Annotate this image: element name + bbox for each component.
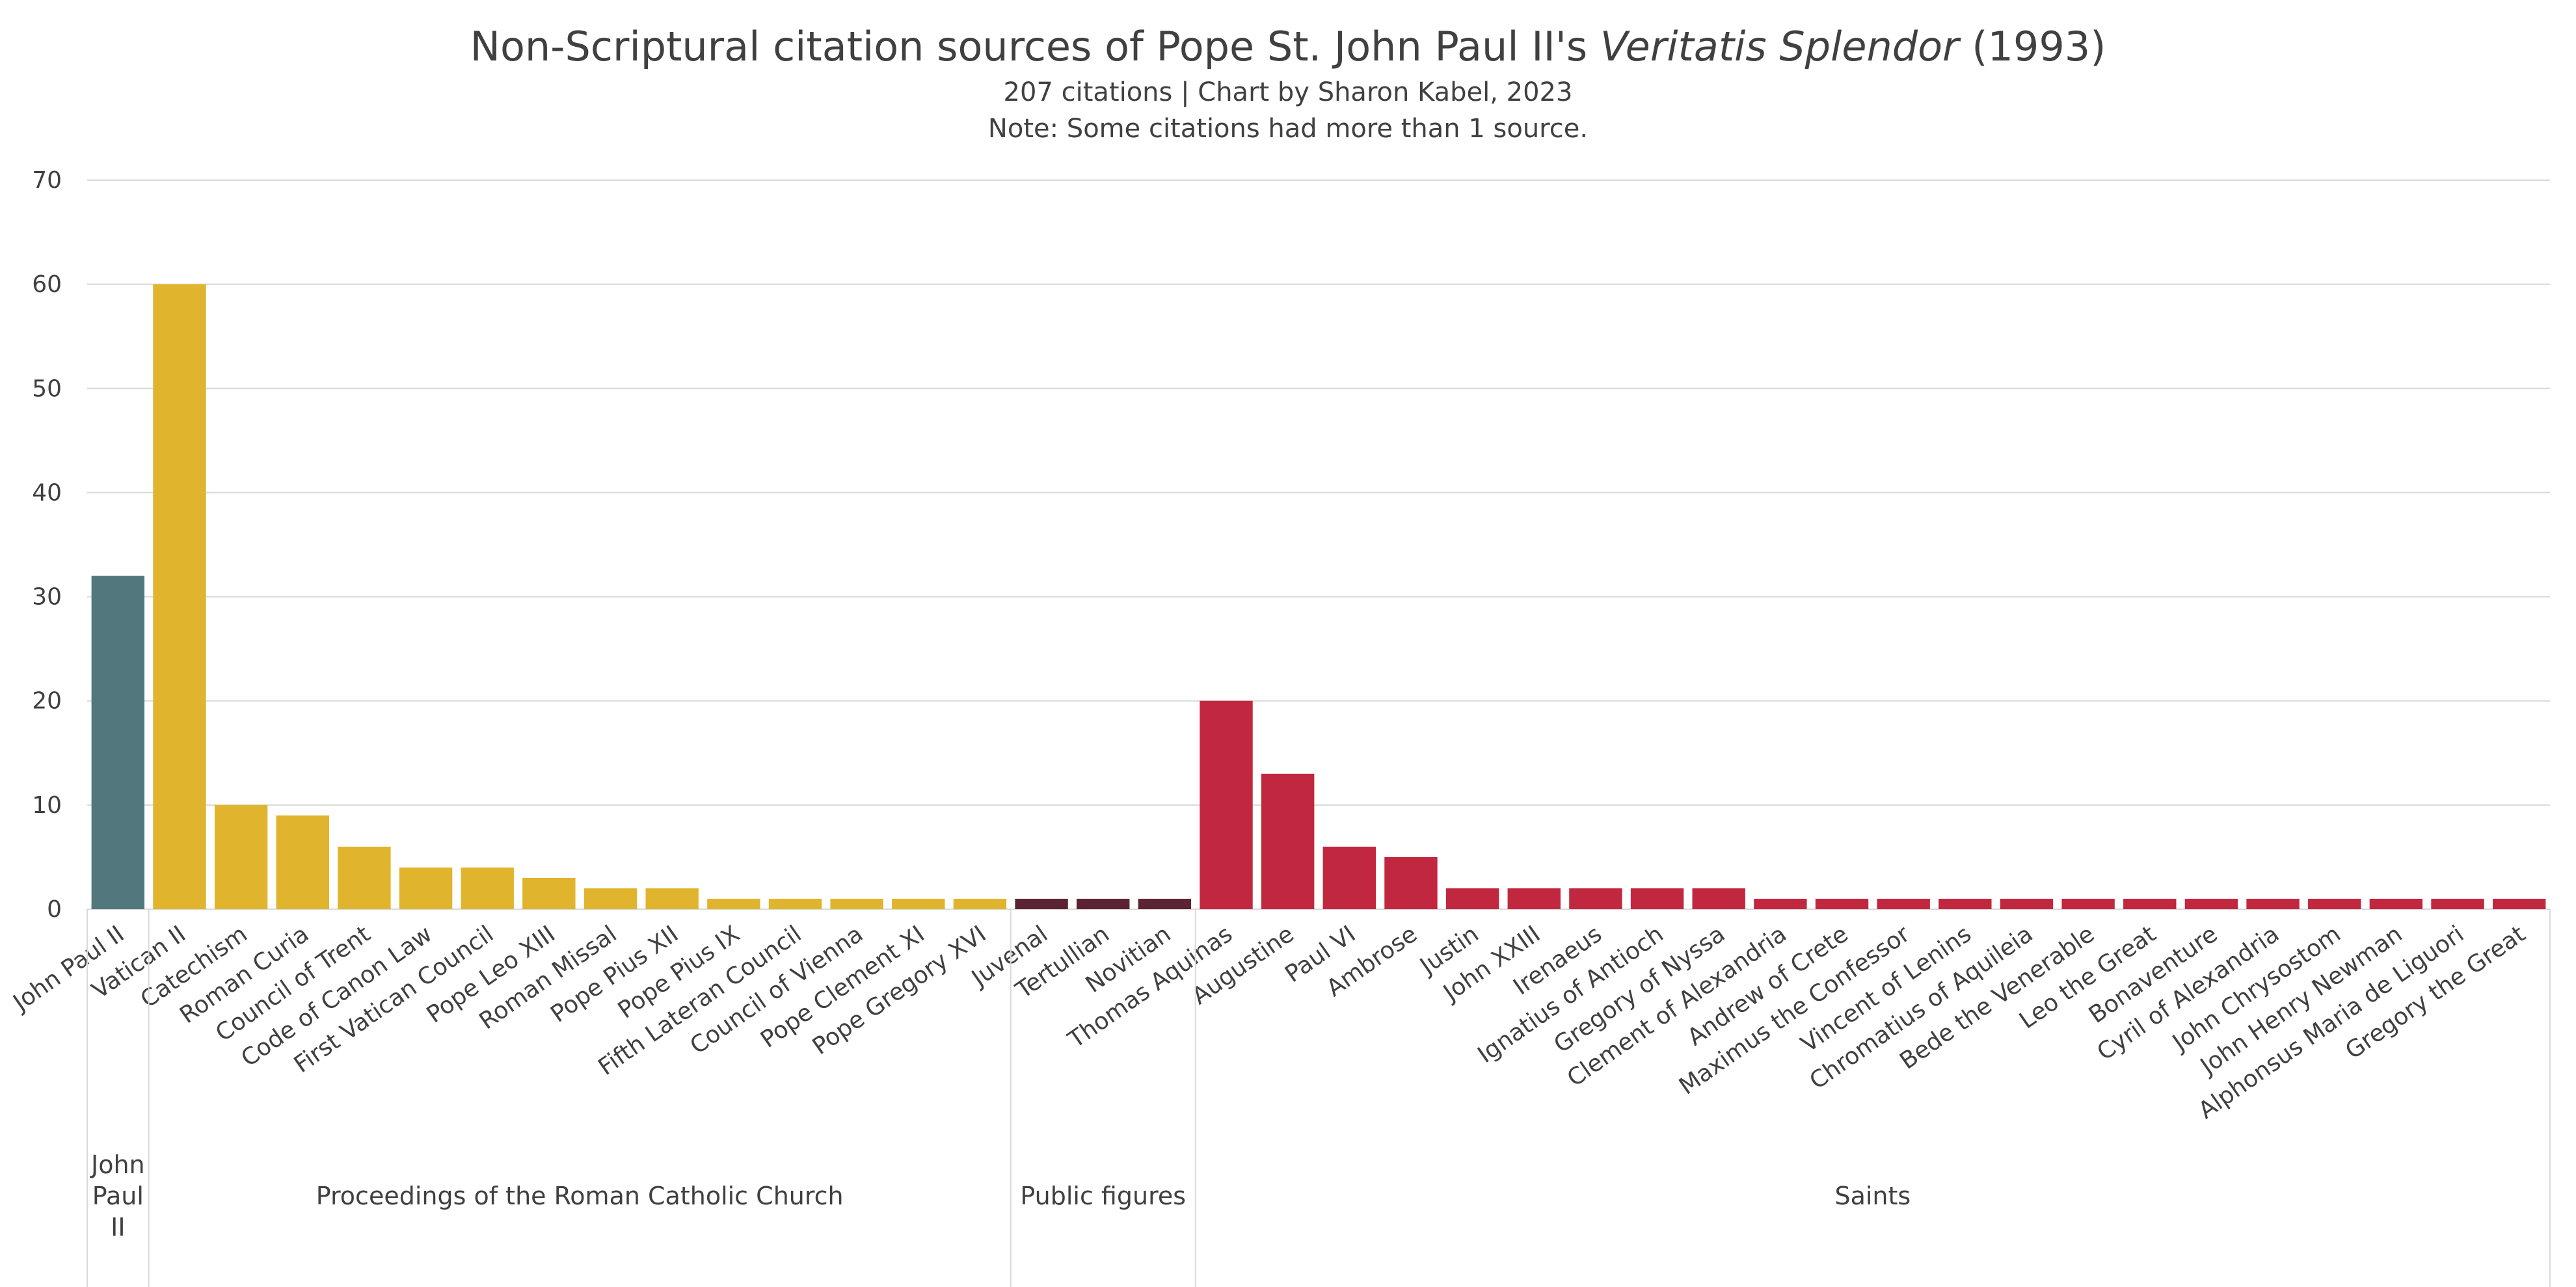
bar xyxy=(2123,898,2177,909)
bar xyxy=(1507,888,1561,909)
group-label: Paul xyxy=(92,1182,144,1210)
bar xyxy=(1630,888,1684,909)
bar xyxy=(522,877,576,909)
y-tick-label: 0 xyxy=(47,896,62,923)
bar xyxy=(953,898,1007,909)
group-label: II xyxy=(111,1213,125,1241)
bar xyxy=(1815,898,1869,909)
y-tick-label: 70 xyxy=(32,167,62,194)
group-axis: John Paul II Proceedings of the Roman Catho… xyxy=(87,909,2551,1287)
y-tick-label: 10 xyxy=(32,792,62,819)
bar xyxy=(276,815,329,909)
group-label: Public figures xyxy=(1020,1182,1186,1210)
bar xyxy=(1077,898,1130,909)
bar xyxy=(1877,898,1930,909)
y-tick-label: 50 xyxy=(32,375,62,402)
y-tick-label: 60 xyxy=(32,271,62,298)
bar xyxy=(1445,888,1499,909)
bar xyxy=(338,846,391,909)
bar xyxy=(707,898,760,909)
chart-note: Note: Some citations had more than 1 sou… xyxy=(987,114,1589,144)
bar xyxy=(2308,898,2361,909)
bar xyxy=(214,804,268,909)
gridlines xyxy=(87,179,2550,910)
bar xyxy=(584,888,637,909)
group-label: John xyxy=(90,1150,145,1179)
chart-title-suffix: (1993) xyxy=(1959,23,2106,70)
bar xyxy=(2000,898,2054,909)
bar xyxy=(461,867,514,909)
bar xyxy=(1138,898,1192,909)
chart-subtitle: 207 citations | Chart by Sharon Kabel, 2… xyxy=(1003,77,1573,107)
bar xyxy=(2184,898,2238,909)
bar xyxy=(2431,898,2484,909)
bar xyxy=(153,284,206,910)
bars xyxy=(91,284,2546,910)
bar xyxy=(2246,898,2300,909)
bar xyxy=(1939,898,1992,909)
group-label: Saints xyxy=(1834,1182,1911,1210)
bar xyxy=(1384,856,1438,909)
bar xyxy=(1015,898,1068,909)
y-axis: 0 10 20 30 40 50 60 70 xyxy=(32,167,62,923)
bar xyxy=(1692,888,1745,909)
y-tick-label: 40 xyxy=(32,479,62,506)
bar xyxy=(830,898,883,909)
chart-title-prefix: Non-Scriptural citation sources of Pope … xyxy=(470,23,1600,70)
bar xyxy=(892,898,945,909)
bar xyxy=(1200,700,1253,909)
bar xyxy=(2061,898,2115,909)
bar xyxy=(1754,898,1807,909)
chart-title-italic: Veritatis Splendor xyxy=(1600,23,1959,70)
bar xyxy=(1322,846,1376,909)
bar xyxy=(1569,888,1622,909)
bar xyxy=(768,898,822,909)
chart-title: Non-Scriptural citation sources of Pope … xyxy=(0,20,2576,74)
bar xyxy=(91,576,145,909)
y-tick-label: 20 xyxy=(32,688,62,715)
group-label: Proceedings of the Roman Catholic Church xyxy=(316,1182,844,1210)
title-block: Non-Scriptural citation sources of Pope … xyxy=(0,20,2576,147)
bar xyxy=(645,888,699,909)
y-tick-label: 30 xyxy=(32,584,62,611)
bar xyxy=(1261,773,1315,909)
bar xyxy=(2492,898,2546,909)
bar xyxy=(2369,898,2423,909)
bar xyxy=(399,867,453,909)
